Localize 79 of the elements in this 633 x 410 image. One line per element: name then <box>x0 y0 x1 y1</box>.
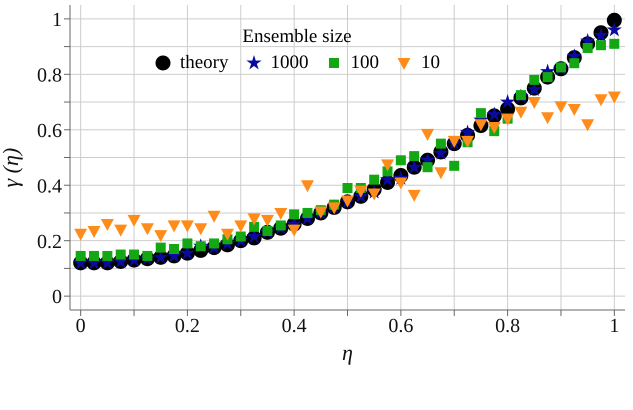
y-tick-label: 0.8 <box>37 64 62 86</box>
point <box>569 58 580 68</box>
point <box>488 122 501 134</box>
x-tick-label: 1 <box>609 315 620 338</box>
x-axis-title: η <box>342 340 353 365</box>
point <box>449 160 460 171</box>
point <box>116 250 126 260</box>
point <box>128 214 141 227</box>
point <box>354 186 368 198</box>
x-tick-label: 0 <box>76 315 86 338</box>
point <box>182 238 192 248</box>
x-tick-label: 0.6 <box>388 315 414 338</box>
legend-label: 10 <box>421 52 440 74</box>
point <box>529 74 540 85</box>
y-tick-label: 0.6 <box>37 120 62 142</box>
point <box>100 219 114 232</box>
y-axis-title: γ (η) <box>0 148 23 188</box>
point <box>514 106 528 119</box>
point <box>249 222 260 232</box>
point <box>156 242 166 253</box>
point <box>594 94 608 106</box>
point <box>609 38 620 49</box>
point <box>368 188 381 201</box>
point <box>608 92 621 104</box>
point <box>342 183 352 193</box>
x-tick-label: 0.8 <box>495 315 520 338</box>
point <box>248 214 261 226</box>
point <box>409 151 420 162</box>
point <box>220 228 234 241</box>
point <box>369 174 380 185</box>
point <box>234 220 248 232</box>
point <box>541 112 554 124</box>
point <box>568 104 581 116</box>
point <box>434 167 448 180</box>
point <box>300 180 314 192</box>
point <box>168 220 181 232</box>
point <box>436 138 446 149</box>
point <box>422 162 433 172</box>
point <box>581 119 594 132</box>
point <box>289 209 300 220</box>
point <box>260 214 274 227</box>
y-tick-label: 0 <box>52 286 62 308</box>
point <box>596 40 606 50</box>
point <box>396 155 406 166</box>
point <box>421 128 434 141</box>
point <box>500 94 516 109</box>
point <box>381 159 394 172</box>
point <box>208 210 221 223</box>
point <box>194 223 208 236</box>
point <box>476 108 486 118</box>
point <box>129 250 140 260</box>
legend-label: theory <box>180 52 229 74</box>
x-tick-label: 0.4 <box>282 315 307 338</box>
legend-label: 1000 <box>270 52 309 74</box>
point <box>408 190 421 202</box>
point <box>302 208 312 218</box>
point <box>288 224 301 237</box>
point <box>74 228 88 241</box>
point <box>102 250 112 261</box>
point <box>528 97 541 110</box>
legend-title: Ensemble size <box>241 26 353 48</box>
point <box>394 177 408 190</box>
point <box>169 244 180 254</box>
point <box>88 226 101 238</box>
point <box>554 101 568 114</box>
y-tick-label: 0.4 <box>37 175 62 198</box>
point <box>114 224 128 237</box>
point <box>606 12 622 28</box>
point <box>140 223 154 236</box>
point <box>274 208 288 220</box>
point <box>89 250 100 261</box>
point <box>76 250 86 261</box>
point <box>154 230 168 242</box>
legend-label: 100 <box>350 52 380 74</box>
x-tick-label: 0.2 <box>174 315 200 338</box>
y-tick-label: 1 <box>52 8 62 31</box>
point <box>606 22 622 36</box>
point <box>180 220 194 232</box>
y-tick-label: 0.2 <box>37 230 62 253</box>
